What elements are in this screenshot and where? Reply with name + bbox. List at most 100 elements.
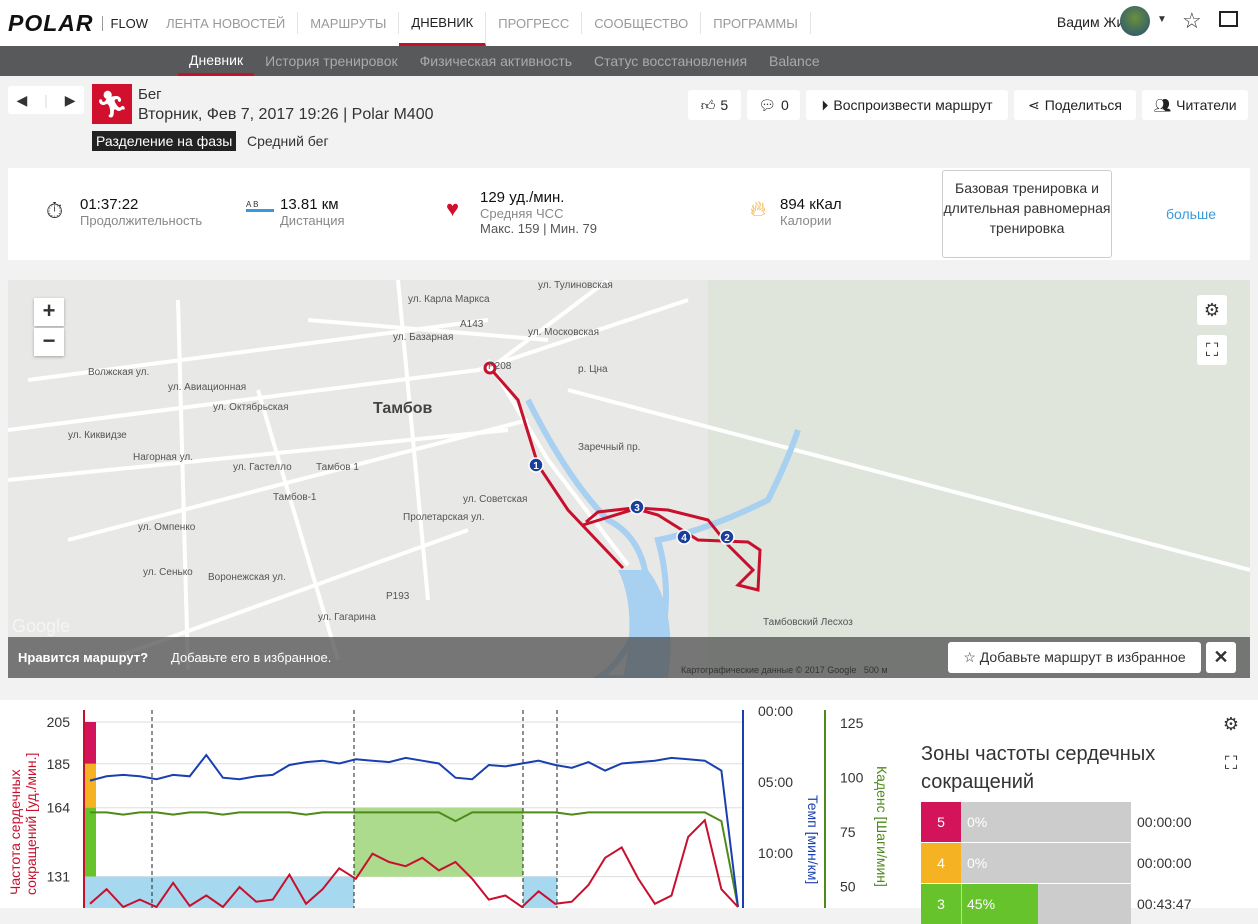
- lap-marker[interactable]: [528, 457, 544, 473]
- cadence-tick: 75: [840, 824, 856, 840]
- share-label: Поделиться: [1044, 97, 1123, 113]
- more-link[interactable]: больше: [1166, 206, 1216, 222]
- map-label: Волжская ул.: [88, 367, 149, 378]
- nav-item[interactable]: СООБЩЕСТВО: [582, 12, 702, 34]
- summary-panel: ⏱︎ 01:37:22 Продолжительность A B 13.81 к…: [8, 168, 1250, 260]
- nav-item[interactable]: ПРОГРАММЫ: [701, 12, 811, 34]
- chart-settings-gear-icon[interactable]: ⚙: [1216, 709, 1246, 739]
- settings-gear-icon[interactable]: ⚙: [1197, 295, 1227, 325]
- lap-marker-label: 1: [533, 461, 539, 472]
- lap-marker-label: 3: [634, 503, 640, 514]
- add-favorite-button[interactable]: ☆ Добавьте маршрут в избранное: [948, 642, 1201, 673]
- replay-label: Воспроизвести маршрут: [833, 97, 993, 113]
- pace-tick: 05:00: [758, 774, 793, 790]
- sub-navigation: Дневник История тренировок Физическая акти…: [0, 46, 1258, 76]
- cadence-tick: 50: [840, 879, 856, 895]
- flow-label: FLOW: [101, 15, 148, 31]
- map-label: Воронежская ул.: [208, 572, 286, 583]
- lap-marker[interactable]: [676, 529, 692, 545]
- hr-value: 129 уд./мин.: [480, 189, 565, 206]
- subnav-item[interactable]: Статус восстановления: [594, 53, 748, 69]
- prompt-text: Добавьте его в избранное.: [171, 650, 332, 665]
- play-circle-icon: ⏵: [821, 96, 829, 113]
- hr-axis-label: Частота сердечныхсокращений [уд./мин.]: [7, 753, 39, 895]
- subnav-item[interactable]: Физическая активность: [419, 53, 573, 69]
- map-label: Заречный пр.: [578, 442, 640, 453]
- zoom-in-button[interactable]: +: [34, 298, 64, 326]
- cadence-line: [90, 811, 739, 908]
- zone-time: 00:43:47: [1137, 896, 1192, 912]
- share-button[interactable]: ⋖ Поделиться: [1014, 90, 1136, 120]
- lap-marker[interactable]: [629, 499, 645, 515]
- subnav-item[interactable]: Дневник: [178, 46, 255, 76]
- replay-route-button[interactable]: ⏵ Воспроизвести маршрут: [806, 90, 1008, 120]
- phase-band-zone2: [84, 876, 354, 908]
- map-label: P208: [488, 361, 512, 372]
- zone-row[interactable]: 5 0%: [921, 802, 1131, 842]
- chart-fullscreen-icon[interactable]: ⛶: [1216, 748, 1246, 778]
- zone-number: 5: [921, 802, 961, 842]
- comment-button[interactable]: 💬︎ 0: [747, 90, 800, 120]
- star-icon: ☆: [963, 649, 980, 665]
- zone-time: 00:00:00: [1137, 814, 1192, 830]
- subnav-item[interactable]: История тренировок: [265, 53, 398, 69]
- nav-item[interactable]: ПРОГРЕСС: [486, 12, 583, 34]
- fullscreen-icon[interactable]: ⛶: [1197, 335, 1227, 365]
- nav-item[interactable]: ДНЕВНИК: [399, 12, 487, 46]
- map-label: A143: [460, 319, 484, 330]
- nav-item[interactable]: МАРШРУТЫ: [298, 12, 400, 34]
- nav-item[interactable]: ЛЕНТА НОВОСТЕЙ: [154, 12, 299, 34]
- cadence-tick: 125: [840, 715, 864, 731]
- hr-tick: 164: [47, 800, 71, 816]
- duration-value: 01:37:22: [80, 196, 139, 213]
- map-label: Тамбов-1: [273, 491, 317, 503]
- map-scale: 500 м: [863, 665, 888, 675]
- readers-button[interactable]: 👥︎ Читатели: [1142, 90, 1248, 120]
- map-label: ул. Тулиновская: [538, 280, 613, 291]
- google-watermark: Google: [12, 616, 70, 636]
- chevron-down-icon[interactable]: ▼: [1157, 14, 1167, 25]
- roads: [8, 280, 1250, 671]
- message-icon[interactable]: [1219, 11, 1238, 27]
- training-benefit: Базовая тренировка и длительная равномер…: [942, 170, 1112, 258]
- people-icon: 👥︎: [1153, 96, 1172, 113]
- map-label: Нагорная ул.: [133, 452, 193, 463]
- subnav-item[interactable]: Balance: [769, 53, 820, 69]
- prev-arrow-icon[interactable]: ◀: [16, 91, 28, 108]
- map-canvas[interactable]: Тамбов ул. Московская ул. Базарная ул. Окт…: [8, 280, 1250, 678]
- hr-pace-cadence-chart[interactable]: 205 185 164 131 00:00 05:00 10:00 125 100 75 50 Час…: [0, 700, 910, 909]
- avatar[interactable]: [1120, 6, 1150, 36]
- share-icon: ⋖: [1027, 96, 1040, 113]
- flame-icon: 🔥︎: [750, 196, 767, 221]
- zone-row[interactable]: 4 0%: [921, 843, 1131, 883]
- top-navigation: POLAR FLOW ЛЕНТА НОВОСТЕЙ МАРШРУТЫ ДНЕВНИК…: [0, 0, 1258, 46]
- zoom-out-button[interactable]: −: [34, 328, 64, 356]
- like-count: 5: [720, 97, 729, 113]
- next-arrow-icon[interactable]: ▶: [64, 91, 76, 108]
- comment-count: 0: [780, 97, 789, 113]
- phase-tag: Разделение на фазы: [92, 131, 237, 151]
- map-label: ул. Киквидзе: [68, 430, 127, 441]
- close-prompt-button[interactable]: ✕: [1206, 642, 1236, 673]
- zone3-band: [84, 807, 96, 877]
- zone-percent: 45%: [967, 896, 996, 912]
- star-icon[interactable]: ☆: [1182, 8, 1202, 33]
- map-label: ул. Базарная: [393, 332, 453, 343]
- add-favorite-label: Добавьте маршрут в избранное: [979, 649, 1186, 665]
- map-label: р. Цна: [578, 364, 608, 375]
- zone-row[interactable]: 3 45%: [921, 884, 1131, 924]
- hr-tick: 131: [47, 869, 71, 885]
- pace-axis-label: Темп [мин/км]: [805, 795, 821, 884]
- start-marker: [483, 361, 497, 375]
- route-map[interactable]: Тамбов ул. Московская ул. Базарная ул. Окт…: [8, 280, 1250, 678]
- lap-marker[interactable]: [719, 529, 735, 545]
- phase-band-zone3: [354, 807, 523, 877]
- distance-icon: A B: [246, 200, 274, 212]
- like-button[interactable]: 👍︎ 5: [688, 90, 741, 120]
- hr-line: [89, 818, 739, 909]
- distance-value: 13.81 км: [280, 196, 339, 213]
- polar-logo[interactable]: POLAR: [8, 9, 94, 36]
- duration-label: Продолжительность: [80, 213, 203, 228]
- phase-type: Средний бег: [247, 133, 329, 149]
- zone-percent: 0%: [967, 855, 988, 871]
